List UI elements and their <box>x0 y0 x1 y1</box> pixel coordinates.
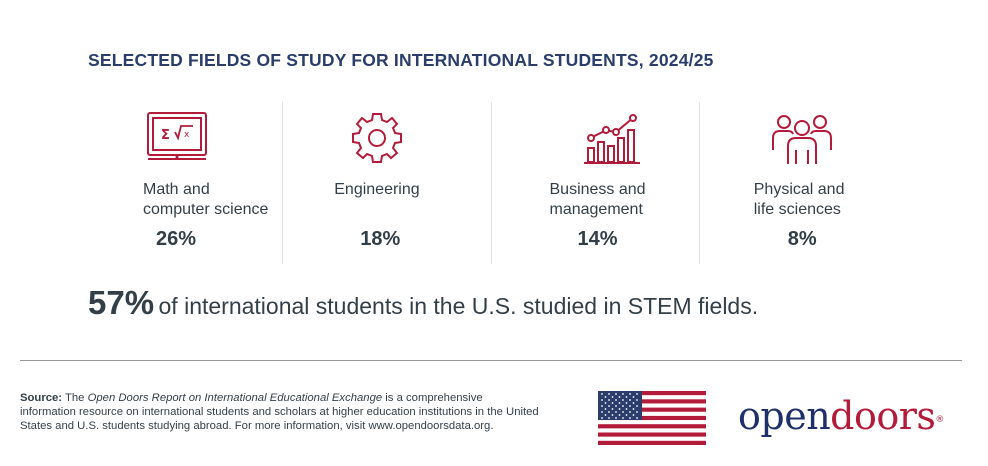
logo-registered-mark: ® <box>935 415 944 425</box>
field-value: 18% <box>360 228 401 250</box>
divider <box>20 360 962 361</box>
math-screen-icon: Σ x <box>145 110 209 166</box>
business-chart-icon <box>582 110 646 166</box>
people-group-icon <box>770 110 834 166</box>
source-report-name: Open Doors Report on International Educa… <box>87 392 383 404</box>
svg-text:x: x <box>184 130 190 140</box>
logo-part-open: open <box>738 394 831 438</box>
stem-percent: 57% <box>88 284 155 321</box>
field-label: Business and management <box>549 181 646 218</box>
source-note: Source: The Open Doors Report on Interna… <box>20 391 540 433</box>
field-value: 26% <box>156 228 197 250</box>
source-text-after: is a comprehensive information resource … <box>20 392 539 432</box>
field-math-computer-science: Σ x Math and computer science 26% <box>75 102 282 264</box>
fields-of-study: Σ x Math and computer science 26% Engine… <box>75 102 907 264</box>
svg-text:Σ: Σ <box>161 128 170 143</box>
field-engineering: Engineering 18% <box>282 102 490 264</box>
page-title: SELECTED FIELDS OF STUDY FOR INTERNATION… <box>88 50 714 70</box>
source-text-before: The <box>65 392 85 404</box>
field-label: Engineering <box>334 181 420 198</box>
field-label: Math and computer science <box>143 181 269 218</box>
field-value: 14% <box>577 228 618 250</box>
field-label: Physical and life sciences <box>753 181 845 218</box>
field-value: 8% <box>787 228 817 250</box>
us-flag-icon <box>598 391 706 445</box>
stem-text: of international students in the U.S. st… <box>158 293 759 319</box>
gear-icon <box>345 110 409 166</box>
field-business-management: Business and management 14% <box>490 102 699 264</box>
stem-summary: 57% of international students in the U.S… <box>88 284 758 322</box>
opendoors-logo: opendoors® <box>738 394 944 438</box>
logo-part-doors: doors <box>830 394 936 438</box>
source-label: Source: <box>20 392 63 404</box>
field-physical-life-sciences: Physical and life sciences 8% <box>698 102 907 264</box>
